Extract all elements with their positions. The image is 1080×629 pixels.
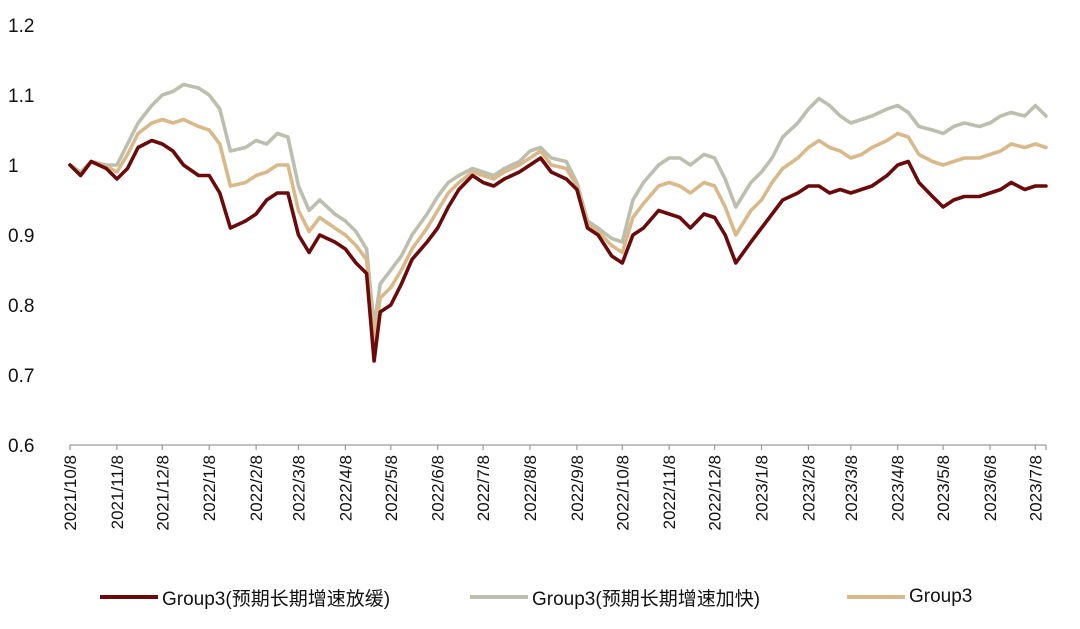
x-tick-label: 2021/10/8: [61, 455, 80, 531]
x-tick-label: 2022/8/8: [521, 455, 540, 521]
y-tick-label: 1.1: [8, 86, 34, 107]
x-tick-label: 2022/1/8: [200, 455, 219, 521]
legend-item-group3: Group3: [847, 582, 972, 612]
x-tick-label: 2022/10/8: [613, 455, 632, 531]
x-axis: 2021/10/8 2021/11/8 2021/12/8 2022/1/8 2022/…: [61, 444, 1047, 531]
y-tick-label: 1.2: [8, 16, 34, 37]
legend: Group3(预期长期增速放缓) Group3(预期长期增速加快) Group3: [0, 582, 1080, 612]
x-tick-label: 2023/2/8: [799, 455, 818, 521]
x-tick-label: 2022/5/8: [382, 455, 401, 521]
legend-item-fast: Group3(预期长期增速加快): [470, 582, 760, 612]
x-tick-label: 2022/12/8: [706, 455, 725, 531]
legend-swatch-fast: [470, 595, 528, 599]
legend-swatch-group3: [847, 595, 905, 599]
legend-item-slow: Group3(预期长期增速放缓): [100, 582, 390, 612]
x-tick-label: 2023/3/8: [842, 455, 861, 521]
x-tick-label: 2021/12/8: [153, 455, 172, 531]
x-tick-label: 2021/11/8: [108, 455, 127, 529]
series-line-fast: [68, 82, 1048, 328]
legend-label-fast: Group3(预期长期增速加快): [532, 588, 761, 610]
y-tick-label: 0.8: [8, 296, 34, 317]
y-tick-label: 0.9: [8, 226, 34, 247]
line-chart: 0.60.70.80.911.11.2 2021/10/8 2021/11/8 20…: [8, 16, 1048, 531]
x-tick-label: 2022/6/8: [429, 455, 448, 521]
x-tick-label: 2022/3/8: [289, 455, 308, 521]
y-tick-label: 0.6: [8, 436, 34, 457]
y-axis: 0.6 0.7 0.8 0.9 1 1.1 1.2: [8, 16, 34, 457]
x-tick-label: 2023/7/8: [1026, 455, 1045, 521]
legend-label-slow: Group3(预期长期增速放缓): [162, 588, 391, 610]
x-tick-label: 2022/11/8: [660, 455, 679, 529]
legend-swatch-slow: [100, 595, 158, 599]
x-tick-label: 2022/4/8: [336, 455, 355, 521]
x-tick-label: 2022/7/8: [474, 455, 493, 521]
y-tick-label: 1: [8, 156, 19, 177]
legend-label-group3: Group3: [909, 586, 973, 607]
x-tick-label: 2023/6/8: [981, 455, 1000, 521]
series-line-slow: [68, 138, 1048, 363]
series-layer: [68, 82, 1048, 363]
x-tick-label: 2023/1/8: [753, 455, 772, 521]
x-tick-label: 2023/5/8: [934, 455, 953, 521]
x-tick-label: 2023/4/8: [889, 455, 908, 521]
x-tick-label: 2022/2/8: [247, 455, 266, 521]
series-line-group3: [68, 117, 1048, 346]
x-tick-label: 2022/9/8: [568, 455, 587, 521]
y-tick-label: 0.7: [8, 366, 34, 387]
